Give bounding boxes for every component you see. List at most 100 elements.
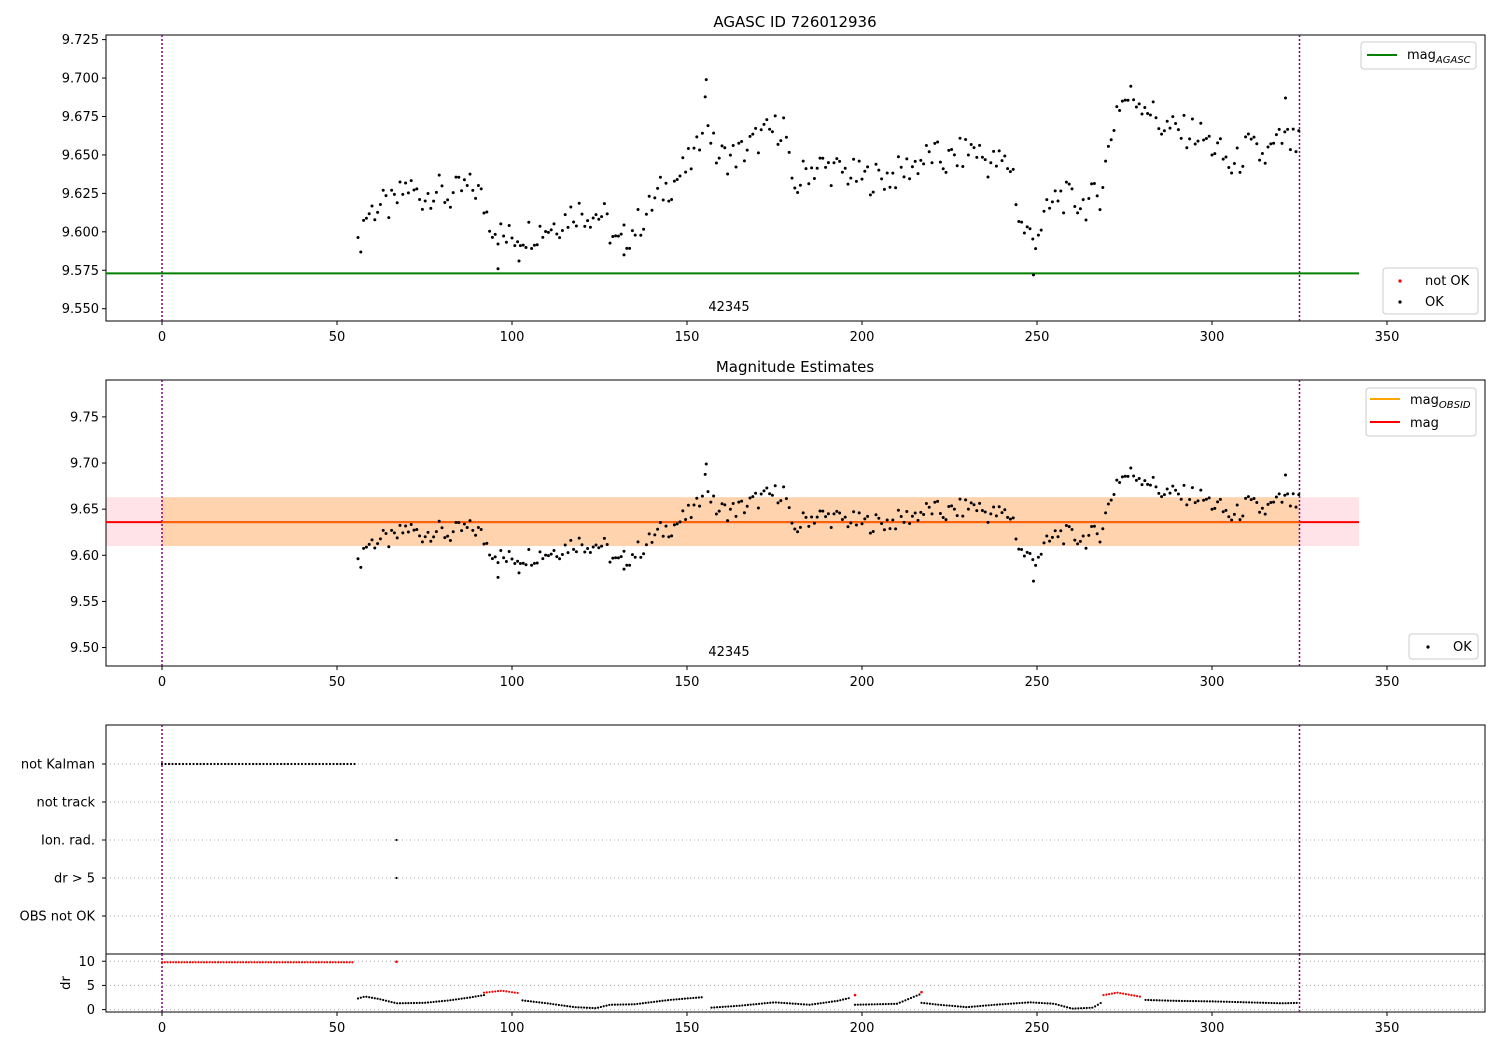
data-point bbox=[451, 530, 455, 534]
data-point bbox=[762, 489, 766, 493]
flag-point bbox=[216, 762, 220, 766]
data-point bbox=[908, 521, 912, 525]
data-point bbox=[1090, 524, 1094, 528]
x-tick-label-7: 350 bbox=[1375, 675, 1400, 690]
data-point bbox=[1174, 121, 1178, 125]
data-point bbox=[1070, 187, 1074, 191]
data-point bbox=[465, 525, 469, 529]
data-point bbox=[1028, 551, 1032, 555]
flag-point bbox=[195, 762, 199, 766]
dr-point bbox=[876, 1003, 879, 1006]
data-point bbox=[510, 557, 514, 561]
dr-point bbox=[454, 998, 458, 1001]
flag-point bbox=[209, 762, 213, 766]
dr-point bbox=[833, 1000, 836, 1003]
dr-point bbox=[407, 1001, 410, 1005]
dr-point bbox=[1122, 992, 1125, 995]
data-point bbox=[756, 506, 760, 510]
dr-point bbox=[744, 1004, 747, 1007]
dr-point bbox=[814, 1002, 817, 1006]
data-point bbox=[1003, 508, 1007, 512]
data-point bbox=[857, 159, 861, 163]
data-point bbox=[1031, 558, 1035, 562]
dr-points bbox=[160, 960, 1298, 1010]
data-point bbox=[572, 547, 576, 551]
data-point bbox=[555, 555, 559, 559]
data-point bbox=[930, 512, 934, 516]
flag-point bbox=[283, 762, 286, 766]
data-point bbox=[608, 560, 612, 564]
dr-point bbox=[390, 1000, 393, 1004]
flag-point bbox=[237, 762, 241, 766]
dr-point bbox=[466, 996, 469, 999]
dr-point bbox=[622, 1003, 625, 1006]
data-point bbox=[597, 546, 601, 550]
data-point bbox=[1286, 492, 1290, 496]
data-point bbox=[1216, 141, 1220, 145]
data-point bbox=[1283, 493, 1287, 497]
dr-point bbox=[418, 1001, 421, 1005]
dr-point bbox=[661, 999, 664, 1002]
data-point bbox=[684, 170, 688, 174]
dr-point bbox=[543, 1001, 547, 1005]
dr-grid bbox=[106, 954, 1485, 1012]
data-point bbox=[1277, 127, 1281, 131]
data-point bbox=[1056, 199, 1060, 203]
dr-point bbox=[658, 1000, 661, 1003]
data-point bbox=[468, 519, 472, 523]
dr-point bbox=[1054, 1003, 1057, 1006]
data-point bbox=[1095, 532, 1099, 536]
data-point bbox=[779, 499, 783, 503]
flag-point bbox=[223, 762, 227, 766]
dr-point bbox=[298, 961, 301, 964]
flag-row-label-2: Ion. rad. bbox=[41, 834, 95, 849]
data-point bbox=[1042, 541, 1046, 545]
data-point bbox=[854, 179, 858, 183]
data-point bbox=[880, 522, 884, 526]
data-point bbox=[829, 526, 833, 530]
data-point bbox=[1244, 496, 1248, 500]
data-point bbox=[474, 196, 478, 200]
dr-point bbox=[577, 1006, 580, 1009]
data-point bbox=[524, 563, 528, 567]
dr-point bbox=[1105, 993, 1108, 996]
data-point bbox=[384, 194, 388, 198]
dr-point bbox=[535, 1000, 538, 1004]
data-point bbox=[1241, 164, 1245, 168]
data-point bbox=[370, 538, 374, 542]
dr-point bbox=[342, 961, 346, 964]
data-point bbox=[1070, 528, 1074, 532]
flag-point bbox=[321, 762, 325, 766]
dr-point bbox=[842, 998, 845, 1001]
dr-point bbox=[1144, 998, 1147, 1002]
data-point bbox=[1227, 515, 1231, 519]
dr-point bbox=[735, 1004, 738, 1008]
dr-point bbox=[862, 1003, 865, 1006]
dr-point bbox=[926, 1002, 929, 1005]
data-point bbox=[496, 267, 500, 271]
dr-point bbox=[491, 990, 494, 993]
data-point bbox=[479, 528, 483, 532]
data-point bbox=[910, 514, 914, 518]
data-point bbox=[517, 571, 521, 575]
data-point bbox=[541, 235, 545, 239]
data-point bbox=[745, 504, 749, 508]
dr-point bbox=[1018, 1001, 1021, 1005]
data-point bbox=[608, 241, 612, 245]
dr-point bbox=[881, 1003, 885, 1006]
dr-point-red bbox=[920, 990, 923, 994]
data-point bbox=[905, 157, 909, 161]
data-point bbox=[1064, 523, 1068, 527]
data-point bbox=[712, 494, 716, 498]
dr-point bbox=[1082, 1006, 1085, 1010]
dr-point bbox=[1194, 1000, 1197, 1003]
dr-point bbox=[937, 1003, 940, 1006]
dr-point bbox=[1152, 999, 1155, 1002]
data-point bbox=[1078, 539, 1082, 543]
x-tick-label-3: 150 bbox=[675, 330, 700, 345]
data-point bbox=[742, 511, 746, 515]
dr-point bbox=[449, 999, 452, 1002]
dr-point bbox=[611, 1003, 614, 1006]
data-point bbox=[1034, 563, 1038, 567]
data-point bbox=[712, 131, 716, 135]
